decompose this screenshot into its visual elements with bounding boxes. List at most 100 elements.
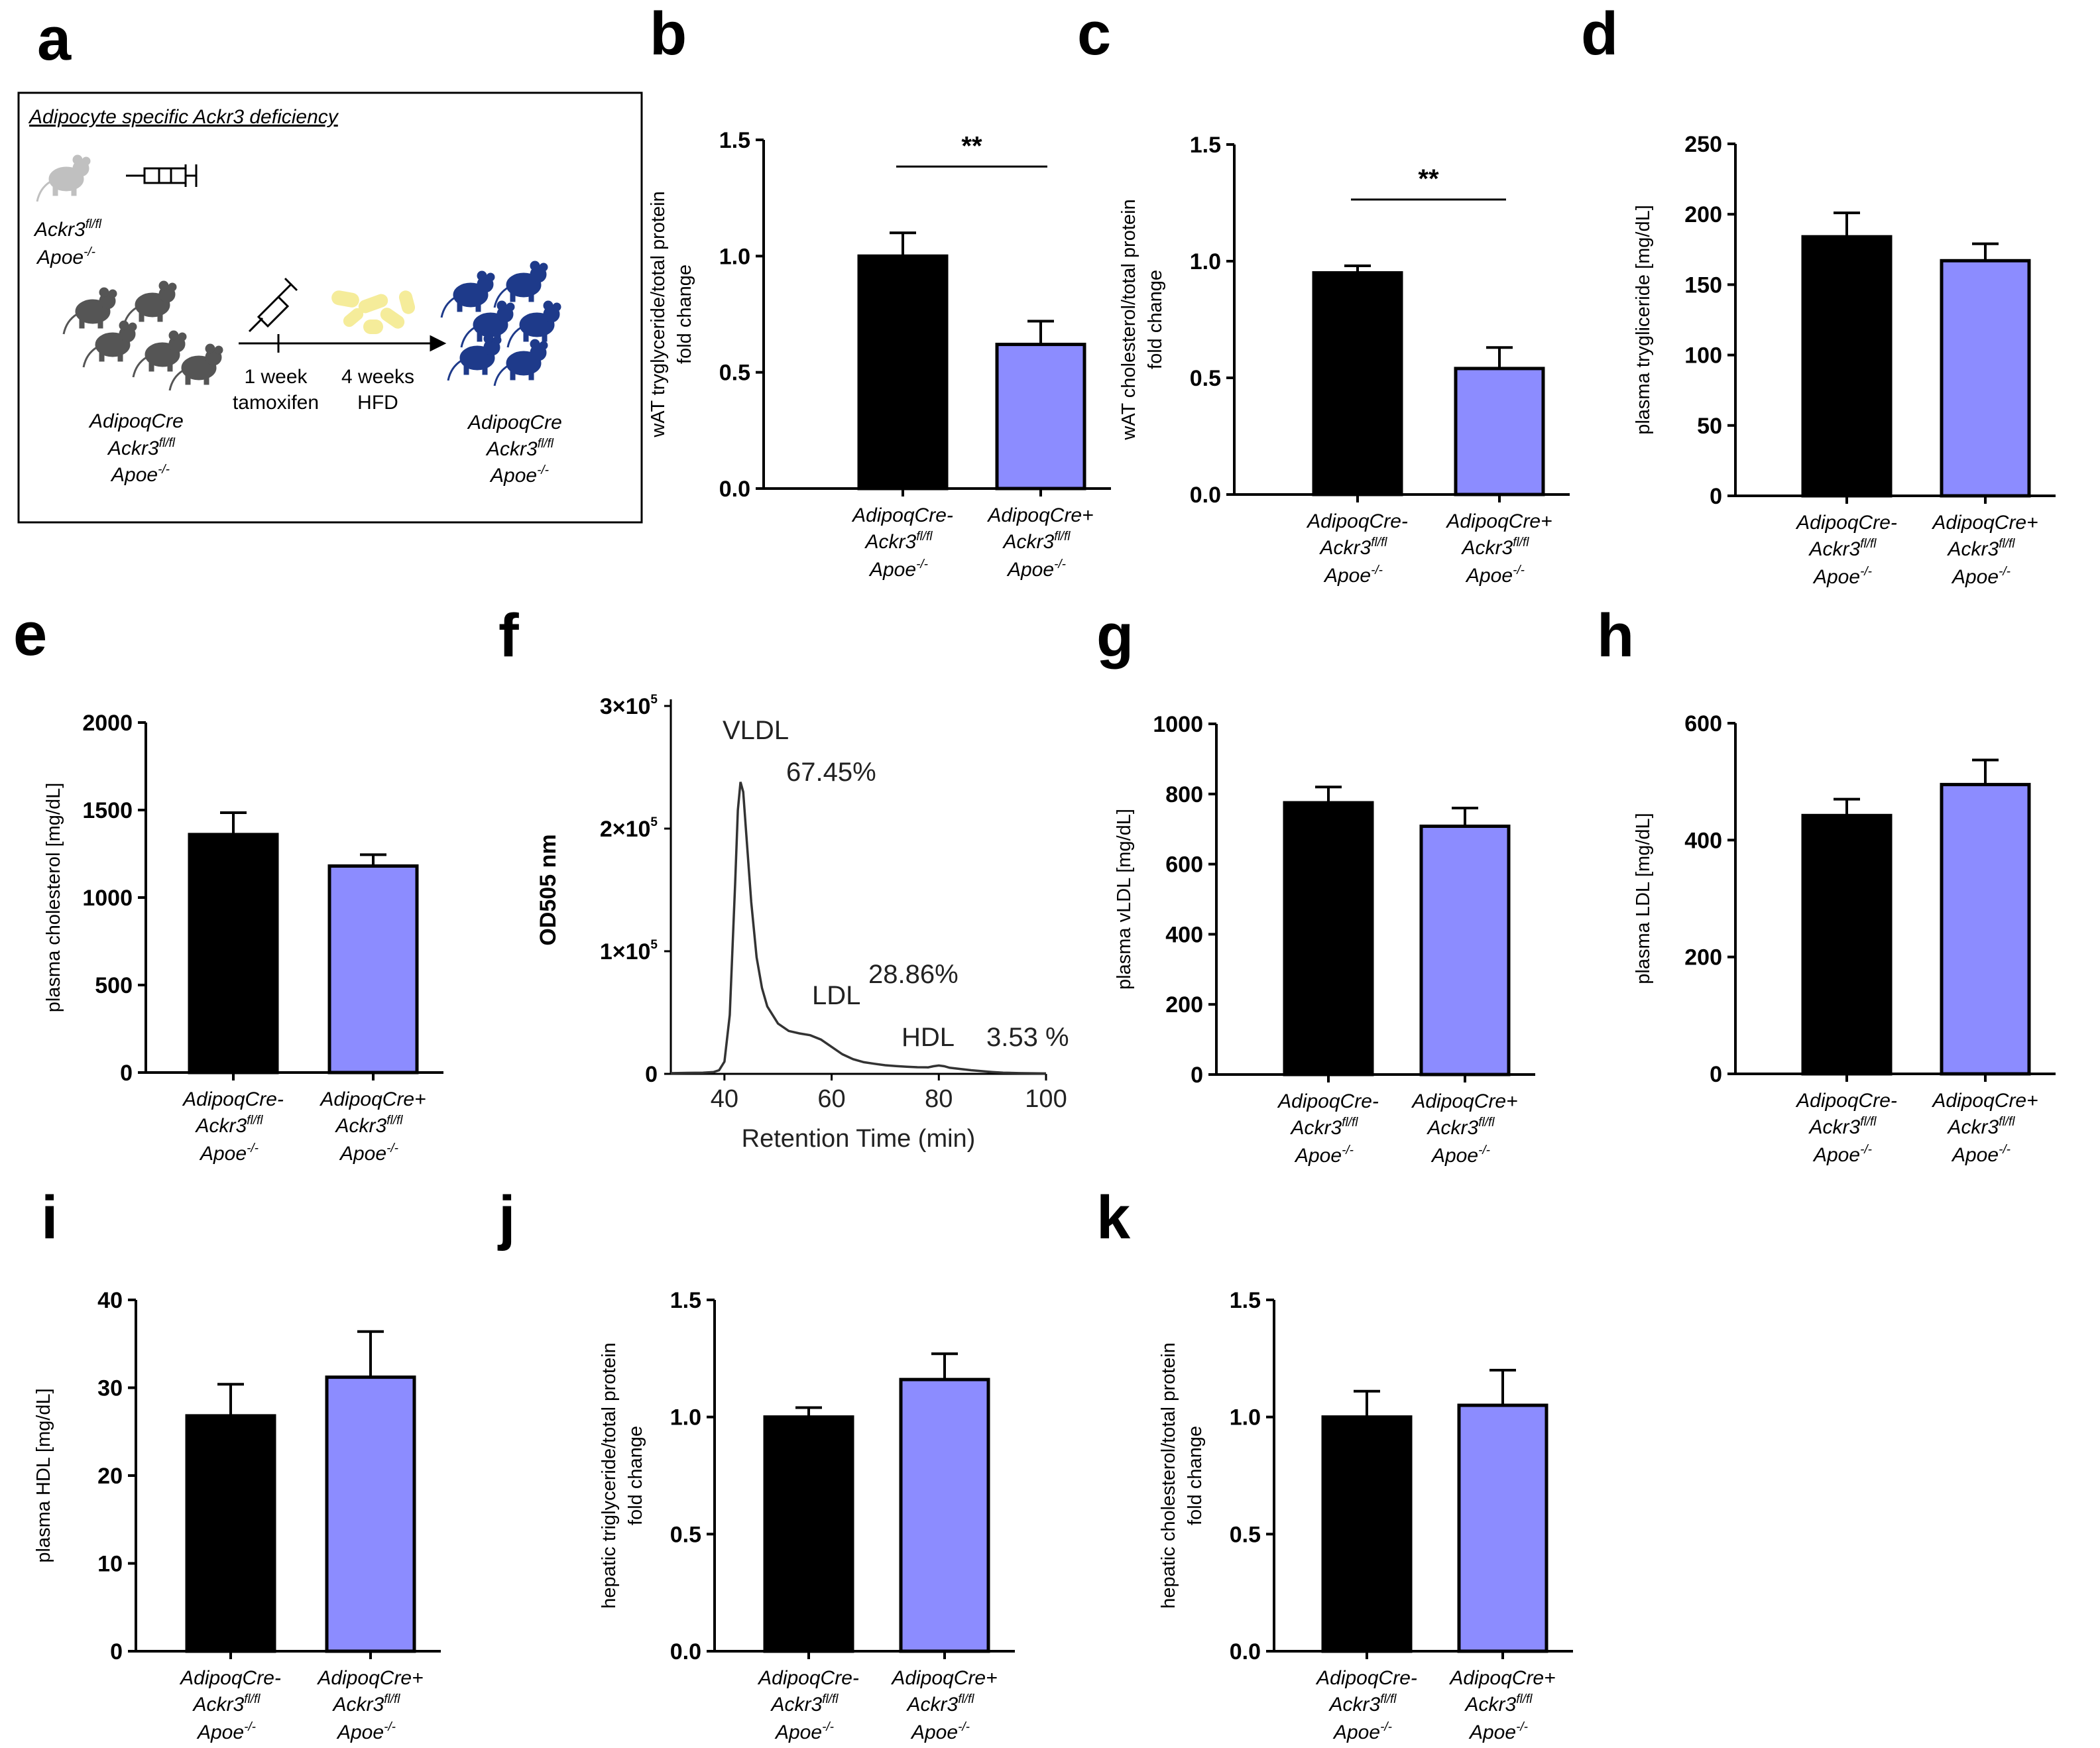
panel-letter-k: k — [1096, 1184, 1131, 1252]
category-gene: Ackr3 — [1808, 538, 1861, 560]
category-gene: Ackr3 — [1947, 1116, 1999, 1138]
category-gene: Ackr3 — [906, 1694, 959, 1716]
y-tick-label: 600 — [1684, 711, 1722, 736]
category-gene: Ackr3 — [1290, 1117, 1342, 1139]
x-category-label: Apoe-/- — [1323, 563, 1383, 587]
bar-control — [763, 1415, 854, 1653]
category-gene: Ackr3 — [1427, 1117, 1479, 1139]
x-category-label: Apoe-/- — [1465, 563, 1525, 587]
category-apoe: Apoe — [1323, 565, 1371, 587]
y-tick-label: 0.0 — [719, 477, 750, 502]
x-category-label: Ackr3fl/fl — [864, 530, 933, 553]
y-axis-label: plasma HDL [mg/dL] — [33, 1388, 54, 1562]
y-tick-label: 400 — [1165, 922, 1203, 947]
y-axis-label: hepatic cholesterol/total protein — [1158, 1342, 1179, 1608]
category-gene: Ackr3 — [1808, 1116, 1861, 1138]
y-tick-label: 50 — [1697, 414, 1722, 439]
x-category-label: Ackr3fl/fl — [1947, 537, 2016, 560]
x-category-label: Ackr3fl/fl — [195, 1114, 264, 1137]
step2-label-line1: 4 weeks — [341, 366, 414, 388]
x-tick-label: 80 — [925, 1085, 953, 1113]
x-category-label: AdipoqCre- — [851, 504, 953, 526]
y-tick-label: 1.5 — [719, 128, 750, 153]
y-axis-label: OD505 nm — [536, 834, 561, 945]
peak-percent-vldl: 67.45% — [786, 758, 876, 787]
panel-letter-c: c — [1077, 0, 1111, 68]
category-gene: Ackr3 — [1947, 538, 1999, 560]
category-gene-sup: fl/fl — [1516, 1692, 1533, 1706]
bar-knockout — [899, 1377, 990, 1653]
chart-c: c 0.0 0.5 1.0 1.5 wAT cholesterol/total prote… — [1077, 0, 1570, 587]
category-gene-sup: fl/fl — [244, 1692, 261, 1706]
x-category-label: Apoe-/- — [1951, 565, 2011, 588]
y-tick-label: 200 — [1684, 202, 1722, 227]
y-tick-label: 1.0 — [1190, 249, 1221, 274]
x-category-label: Ackr3fl/fl — [1464, 1692, 1533, 1716]
y-tick-label: 0.0 — [1190, 483, 1221, 508]
mouse3-genotype-line3: Apoe-/- — [489, 463, 549, 487]
mouse2-genotype-line2: Ackr3fl/fl — [107, 436, 176, 459]
y-tick-label: 20 — [97, 1464, 123, 1489]
x-tick-label: 60 — [817, 1085, 845, 1113]
category-gene: Ackr3 — [1328, 1694, 1381, 1716]
y-tick-label: 1.5 — [1190, 133, 1221, 158]
y-tick-label: 800 — [1165, 782, 1203, 807]
step1-label-line1: 1 week — [244, 366, 308, 388]
category-apoe-sup: -/- — [822, 1720, 834, 1734]
category-gene-sup: fl/fl — [1478, 1116, 1495, 1130]
x-category-label: Ackr3fl/fl — [1947, 1115, 2016, 1138]
category-gene-sup: fl/fl — [1860, 537, 1877, 551]
chart-d: d 0 50 100 150 200 250 plasma trygliceride [mg/… — [1581, 0, 2056, 588]
y-tick-label: 3×105 — [600, 693, 658, 719]
x-category-label: AdipoqCre+ — [1448, 1667, 1555, 1689]
x-category-label: AdipoqCre+ — [1931, 1090, 2038, 1112]
x-category-label: AdipoqCre+ — [890, 1667, 997, 1689]
chart-h: h 0 200 400 600 plasma LDL [mg/dL] AdipoqCre- A… — [1597, 602, 2056, 1166]
bar-knockout — [995, 343, 1086, 491]
y-tick-label: 2×105 — [600, 815, 658, 842]
bar-control — [857, 254, 949, 491]
bar-control — [188, 833, 279, 1075]
dark-mice-group-icon — [62, 280, 224, 392]
y-tick-label: 400 — [1684, 828, 1722, 853]
category-apoe: Apoe — [774, 1721, 822, 1743]
y-tick-label: 0.0 — [670, 1639, 701, 1664]
schematic-title: Adipocyte specific Ackr3 deficiency — [28, 106, 339, 128]
y-tick-label: 30 — [97, 1376, 123, 1401]
category-apoe: Apoe — [1332, 1721, 1380, 1743]
category-apoe-sup: -/- — [958, 1720, 970, 1734]
mouse3-genotype-line1: AdipoqCre — [467, 412, 562, 434]
category-gene-sup: fl/fl — [958, 1692, 974, 1706]
x-category-label: Apoe-/- — [1430, 1143, 1490, 1167]
category-apoe: Apoe — [339, 1143, 386, 1165]
x-category-label: Apoe-/- — [336, 1720, 396, 1743]
x-category-label: AdipoqCre+ — [319, 1088, 426, 1110]
step1-label-line2: tamoxifen — [233, 392, 319, 414]
timeline-arrow — [239, 334, 447, 353]
category-gene: Ackr3 — [1461, 537, 1513, 559]
mouse1-genotype-line1: Ackr3fl/fl — [33, 217, 102, 241]
category-gene-sup: fl/fl — [384, 1692, 400, 1706]
panel-letter-j: j — [497, 1184, 516, 1252]
x-category-label: AdipoqCre- — [757, 1667, 859, 1689]
x-category-label: Ackr3fl/fl — [192, 1692, 261, 1716]
category-apoe-sup: -/- — [244, 1720, 256, 1734]
panel-letter-g: g — [1096, 602, 1134, 670]
y-axis-label: plasma trygliceride [mg/dL] — [1633, 205, 1654, 435]
y-axis-label: plasma vLDL [mg/dL] — [1114, 809, 1135, 990]
y-tick-label: 40 — [97, 1288, 123, 1313]
mouse1-genotype-line2: Apoe-/- — [36, 245, 95, 268]
x-category-label: Ackr3fl/fl — [1328, 1692, 1397, 1716]
peak-percent-hdl: 3.53 % — [986, 1023, 1069, 1052]
y-tick-label: 600 — [1165, 852, 1203, 878]
category-apoe: Apoe — [910, 1721, 958, 1743]
panel-letter-i: i — [41, 1184, 58, 1252]
panel-letter-b: b — [650, 0, 687, 68]
bar-knockout — [1940, 783, 2031, 1076]
x-category-label: Apoe-/- — [1332, 1720, 1392, 1743]
category-apoe: Apoe — [1951, 566, 1999, 588]
category-gene: Ackr3 — [770, 1694, 823, 1716]
category-gene-sup: fl/fl — [1999, 1115, 2015, 1129]
y-tick-exponent: 5 — [650, 938, 658, 952]
